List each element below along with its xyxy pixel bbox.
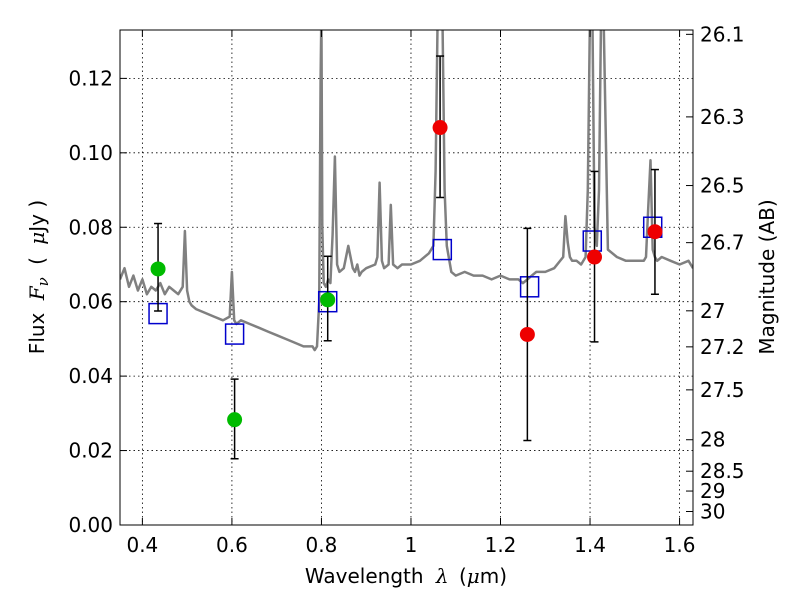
plot-background	[120, 30, 693, 525]
observed-point-green	[320, 292, 336, 308]
y-tick-label: 0.12	[68, 66, 113, 90]
y-tick-label: 0.00	[68, 513, 113, 537]
y2-tick-label: 26.5	[700, 174, 745, 198]
model-spectrum-layer	[120, 30, 693, 352]
y2-tick-label: 26.3	[700, 105, 745, 129]
y2-tick-label: 30	[700, 499, 725, 523]
x-axis-label-unit-open: (	[459, 564, 467, 588]
y2-tick-label: 27	[700, 299, 725, 323]
plot-frame	[119, 29, 694, 526]
y2-axis-label: Magnitude (AB)	[755, 199, 779, 354]
x-axis-label-unit-rest: m)	[480, 564, 507, 588]
y2-tick-label: 27.2	[700, 335, 745, 359]
x-tick-label: 1	[405, 533, 418, 557]
x-tick-label: 0.8	[306, 533, 338, 557]
y2-tick-label: 28.5	[700, 459, 745, 483]
x-tick-label: 1.6	[664, 533, 696, 557]
y-axis-label-prefix: Flux	[25, 312, 49, 354]
x-tick-label: 1.2	[485, 533, 517, 557]
y-axis-label-unit-open: (	[25, 257, 49, 265]
observed-point-red	[587, 249, 603, 265]
y2-tick-label: 26.1	[700, 22, 745, 46]
x-axis-label-prefix: Wavelength	[305, 564, 424, 588]
model-photometry-box	[224, 323, 245, 345]
observed-points-layer	[150, 120, 663, 428]
x-tick-label: 1.4	[574, 533, 606, 557]
x-tick-label: 0.6	[216, 533, 248, 557]
y-axis-label-symbol: F	[25, 285, 49, 301]
y-tick-label: 0.04	[68, 364, 113, 388]
y-axis-label-unit-rest: Jy )	[25, 200, 49, 234]
observed-point-red	[519, 326, 535, 342]
x-axis-label: Wavelength λ (μm)	[305, 564, 507, 588]
tick-marks	[120, 30, 693, 526]
model-photometry-layer	[148, 216, 663, 345]
x-tick-label: 0.4	[126, 533, 158, 557]
y-axis-label-subscript: ν	[34, 277, 52, 286]
observed-point-red	[432, 120, 448, 136]
y2-tick-label: 29	[700, 479, 725, 503]
y2-tick-label: 28	[700, 428, 725, 452]
y-tick-label: 0.06	[68, 290, 113, 314]
y2-tick-label: 27.5	[700, 378, 745, 402]
model-photometry-box	[519, 276, 540, 298]
y2-tick-label: 26.7	[700, 231, 745, 255]
y-tick-label: 0.02	[68, 439, 113, 463]
observed-point-green	[227, 412, 243, 428]
y-tick-label: 0.10	[68, 141, 113, 165]
y-axis-label: Flux Fν ( μJy )	[25, 200, 53, 354]
observed-point-red	[647, 224, 663, 240]
tick-labels: 0.4 0.6 0.8 1 1.2 1.4 1.6 0.00 0.02 0.04 0.06 0.08 0…	[68, 22, 744, 557]
model-photometry-box	[432, 238, 453, 261]
y-axis-label-unit-mu: μ	[25, 232, 49, 245]
observed-point-green	[150, 261, 166, 277]
x-axis-label-unit-mu: μ	[467, 564, 480, 588]
model-spectrum-line	[120, 30, 693, 352]
x-axis-label-symbol: λ	[435, 564, 449, 588]
y-tick-label: 0.08	[68, 215, 113, 239]
